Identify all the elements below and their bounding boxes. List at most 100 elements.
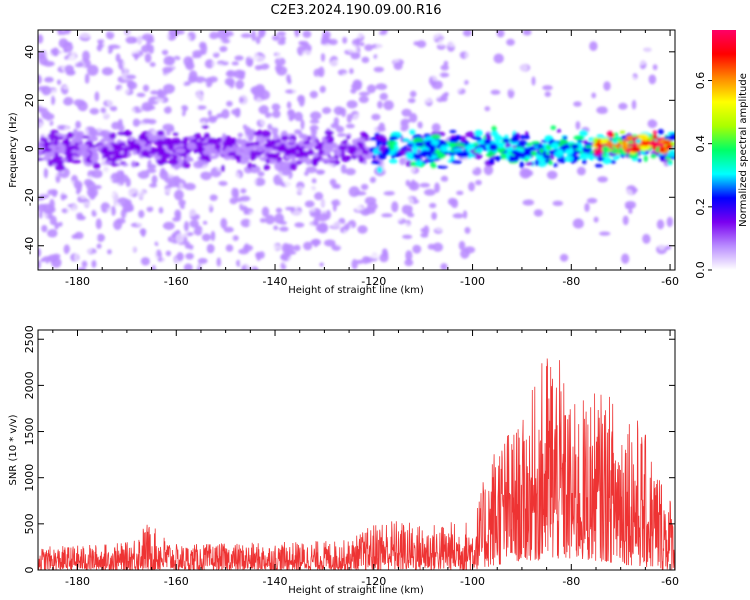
- heatmap-cell: [622, 138, 627, 147]
- heatmap-cell: [130, 160, 137, 168]
- heatmap-cell: [530, 150, 537, 157]
- heatmap-cell: [309, 182, 318, 193]
- heatmap-cell: [402, 222, 411, 228]
- heatmap-cell: [423, 225, 430, 235]
- heatmap-cell: [155, 54, 164, 63]
- heatmap-cell: [663, 90, 669, 98]
- heatmap-cell: [551, 36, 563, 42]
- heatmap-cell: [491, 67, 500, 76]
- heatmap-cell: [316, 251, 326, 263]
- heatmap-cell: [107, 44, 114, 55]
- heatmap-cell: [446, 254, 451, 262]
- heatmap-cell: [38, 144, 45, 152]
- heatmap-cell: [465, 206, 473, 211]
- heatmap-cell: [325, 116, 335, 123]
- heatmap-cell: [163, 83, 175, 94]
- colorbar-tick-label: 0.2: [694, 198, 707, 216]
- heatmap-cell: [534, 159, 539, 167]
- heatmap-cell: [648, 74, 657, 85]
- heatmap-cell: [383, 100, 394, 111]
- heatmap-cell: [510, 136, 520, 143]
- heatmap-cell: [318, 149, 325, 155]
- y-tick-label: 500: [23, 513, 36, 534]
- heatmap-cell: [463, 210, 468, 219]
- heatmap-cell: [584, 145, 593, 149]
- heatmap-cell: [460, 201, 473, 208]
- heatmap-cell: [458, 240, 466, 251]
- heatmap-cell: [132, 149, 138, 155]
- heatmap-cell: [206, 243, 215, 254]
- heatmap-cell: [356, 206, 365, 211]
- heatmap-cell: [643, 155, 648, 163]
- heatmap-cell: [215, 203, 227, 212]
- heatmap-cell: [531, 141, 541, 145]
- heatmap-cell: [544, 91, 551, 97]
- heatmap-cell: [174, 189, 184, 201]
- heatmap-cell: [338, 108, 344, 115]
- heatmap-cell: [415, 97, 420, 106]
- heatmap-cell: [294, 68, 302, 74]
- heatmap-cell: [303, 141, 311, 145]
- heatmap-cell: [335, 125, 345, 133]
- heatmap-cell: [77, 41, 87, 49]
- colorbar: 0.0 0.2 0.4 0.6 Normalized spectral amplitu…: [694, 30, 749, 279]
- heatmap-cell: [234, 121, 241, 131]
- heatmap-cell: [110, 205, 116, 216]
- heatmap-cell: [553, 162, 559, 168]
- heatmap-cell: [466, 189, 472, 199]
- heatmap-cell: [201, 242, 208, 253]
- heatmap-cell: [41, 203, 53, 209]
- heatmap-cell: [115, 202, 122, 211]
- heatmap-cell: [236, 259, 241, 267]
- heatmap-cell: [162, 221, 175, 230]
- heatmap-cell: [56, 79, 62, 85]
- heatmap-cell: [488, 157, 495, 165]
- heatmap-cell: [311, 178, 317, 184]
- heatmap-cell: [412, 153, 419, 159]
- heatmap-cell: [161, 258, 169, 264]
- heatmap-cell: [647, 119, 658, 129]
- heatmap-cell: [265, 159, 271, 164]
- heatmap-cell: [52, 88, 59, 98]
- heatmap-cell: [259, 228, 266, 236]
- heatmap-cell: [251, 163, 257, 168]
- heatmap-cell: [86, 181, 96, 191]
- heatmap-cell: [64, 30, 71, 35]
- heatmap-cell: [41, 224, 48, 233]
- heatmap-cell: [225, 70, 237, 78]
- heatmap-cell: [62, 96, 74, 106]
- heatmap-cell: [564, 89, 570, 96]
- heatmap-cell: [388, 80, 400, 88]
- heatmap-cell: [291, 156, 296, 164]
- heatmap-cell: [459, 135, 467, 143]
- heatmap-cell: [74, 252, 79, 263]
- heatmap-cell: [589, 41, 598, 51]
- heatmap-cell: [161, 32, 170, 40]
- heatmap-cell: [186, 85, 191, 90]
- heatmap-cell: [375, 54, 384, 63]
- heatmap-cell: [341, 72, 348, 79]
- heatmap-cell: [51, 37, 58, 43]
- heatmap-cell: [331, 112, 336, 118]
- heatmap-cell: [525, 155, 532, 160]
- heatmap-cell: [316, 170, 325, 175]
- heatmap-cell: [284, 149, 292, 156]
- heatmap-cell: [42, 60, 55, 67]
- heatmap-cell: [402, 138, 410, 142]
- heatmap-cell: [320, 52, 326, 62]
- heatmap-cell: [451, 159, 462, 165]
- heatmap-cell: [48, 172, 59, 178]
- heatmap-cell: [193, 225, 203, 236]
- heatmap-cell: [408, 181, 420, 191]
- heatmap-cell: [201, 120, 206, 126]
- heatmap-cell: [309, 90, 318, 99]
- heatmap-cell: [668, 122, 675, 130]
- heatmap-cell: [519, 161, 525, 169]
- heatmap-cell: [662, 116, 667, 122]
- heatmap-cell: [94, 91, 100, 102]
- heatmap-cell: [187, 127, 197, 134]
- heatmap-cell: [306, 82, 319, 92]
- heatmap-cell: [44, 76, 54, 83]
- heatmap-cell: [345, 168, 356, 176]
